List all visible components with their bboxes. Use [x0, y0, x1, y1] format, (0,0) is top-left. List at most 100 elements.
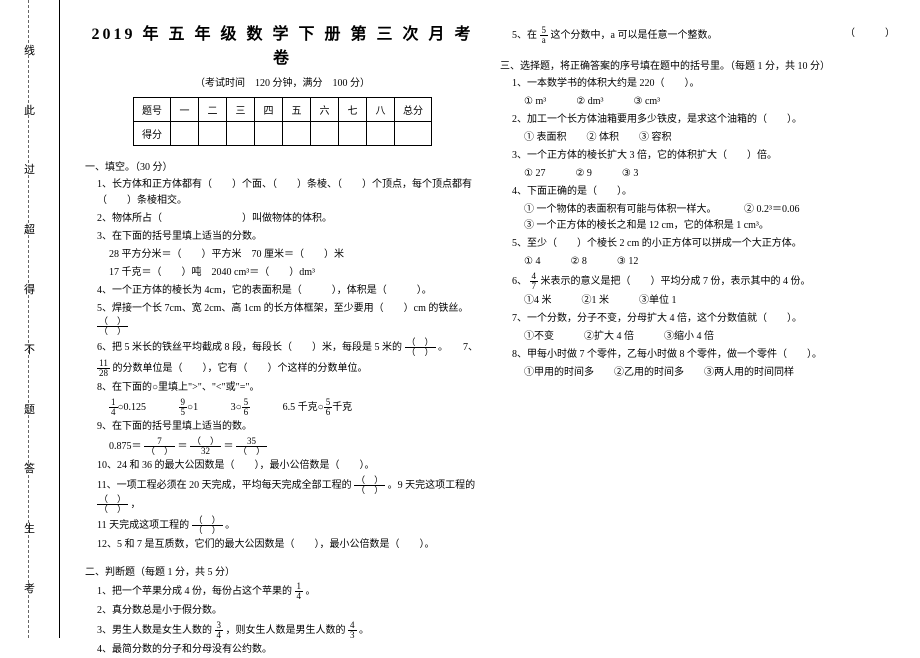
question-9a: 0.875＝ 7（ ） ＝ （ ）32 ＝ 35（ ） — [85, 437, 480, 456]
q9b: ＝ — [178, 441, 188, 452]
question-12: 12、5 和 7 是互质数，它们的最大公因数是（ ），最小公倍数是（ ）。 — [85, 537, 480, 553]
fraction: （ ）（ ） — [354, 476, 385, 495]
section-3-title: 三、选择题，将正确答案的序号填在题中的括号里。（每题 1 分，共 10 分） — [500, 57, 895, 72]
j1b: 。 — [306, 586, 316, 597]
score-header: 三 — [227, 98, 255, 122]
fraction-1-4: 14 — [295, 582, 304, 601]
question-6: 6、把 5 米长的铁丝平均截成 8 段，每段长（ ）米，每段是 5 米的 （ ）… — [85, 338, 480, 357]
question-7: 1128 的分数单位是（ ），它有（ ）个这样的分数单位。 — [85, 359, 480, 378]
c6-text: 6、 — [512, 276, 527, 287]
fraction: （ ）（ ） — [405, 338, 436, 357]
binding-char: 不 — [24, 341, 35, 357]
left-column: 2019 年 五 年 级 数 学 下 册 第 三 次 月 考 卷 （考试时间 1… — [75, 20, 490, 628]
score-header: 五 — [283, 98, 311, 122]
q6-text: 6、把 5 米长的铁丝平均截成 8 段，每段长（ ）米，每段是 5 米的 — [97, 342, 402, 353]
q11b: 。9 天完这项工程的 — [388, 480, 476, 491]
q9a: 0.875＝ — [109, 441, 142, 452]
question-11: 11、一项工程必须在 20 天完成，平均每天完成全部工程的 （ ）（ ） 。9 … — [85, 476, 480, 514]
q11-text: 11、一项工程必须在 20 天完成，平均每天完成全部工程的 — [97, 480, 352, 491]
binding-char: 得 — [24, 281, 35, 297]
question-4: 4、一个正方体的棱长为 4cm，它的表面积是（ ），体积是（ ）。 — [85, 283, 480, 299]
binding-char: 题 — [24, 401, 35, 417]
choice-8-opts: ①甲用的时间多 ②乙用的时间多 ③两人用的时间同样 — [500, 365, 895, 381]
binding-char: 超 — [24, 221, 35, 237]
q11c: ， — [131, 499, 141, 510]
fraction-5-a: 5a — [540, 26, 549, 45]
score-cell — [227, 122, 255, 146]
question-1: 1、长方体和正方体都有（ ）个面、（ ）条棱、（ ）个顶点，每个顶点都有（ ）条… — [85, 177, 480, 209]
score-cell — [339, 122, 367, 146]
fraction: 35（ ） — [236, 437, 267, 456]
q6-end: 。 7、 — [438, 342, 478, 353]
fraction-11-28: 1128 — [97, 359, 110, 378]
q9c: ＝ — [224, 441, 234, 452]
judge-5: 5、在 5a 这个分数中，a 可以是任意一个整数。 （ ） — [500, 26, 895, 45]
section-2-title: 二、判断题（每题 1 分，共 5 分） — [85, 563, 480, 578]
fraction: （ ）32 — [190, 437, 221, 456]
score-cell — [199, 122, 227, 146]
fraction: （ ）（ ） — [97, 495, 128, 514]
judge-4: 4、最简分数的分子和分母没有公约数。 — [85, 642, 480, 658]
binding-char: 此 — [24, 102, 35, 118]
q8a-4: 6.5 千克 — [283, 402, 318, 413]
q7-text: 的分数单位是（ ），它有（ ）个这样的分数单位。 — [113, 363, 368, 374]
score-header: 题号 — [134, 98, 171, 122]
question-2: 2、物体所占（ ）叫做物体的体积。 — [85, 211, 480, 227]
score-table: 题号 一 二 三 四 五 六 七 八 总分 得分 — [133, 97, 432, 146]
score-cell — [255, 122, 283, 146]
q11e: 。 — [225, 520, 235, 531]
score-cell — [283, 122, 311, 146]
binding-char: 线 — [24, 42, 35, 58]
q11d-text: 11 天完成这项工程的 — [97, 520, 189, 531]
question-3b: 17 千克＝（ ）吨 2040 cm³＝（ ）dm³ — [85, 265, 480, 281]
c4-opt2-text: ② 0.2³＝0.06 — [744, 204, 800, 215]
q8a-1: 0.125 — [124, 402, 147, 413]
choice-6-opts: ①4 米 ②1 米 ③单位 1 — [500, 293, 895, 309]
question-8a: 14○0.125 95○1 3○56 6.5 千克○56千克 — [85, 398, 480, 417]
paren-blank: （ ） — [845, 26, 895, 42]
question-10: 10、24 和 36 的最大公因数是（ ），最小公倍数是（ ）。 — [85, 458, 480, 474]
score-header: 一 — [171, 98, 199, 122]
right-column: 5、在 5a 这个分数中，a 可以是任意一个整数。 （ ） 三、选择题，将正确答… — [490, 20, 905, 628]
q5-text: 5、焊接一个长 7cm、宽 2cm、高 1cm 的长方体框架，至少要用（ ）cm… — [97, 303, 468, 314]
fraction: 56 — [324, 398, 333, 417]
c4-opt1-text: ① 一个物体的表面积有可能与体积一样大。 — [524, 204, 712, 215]
score-header: 二 — [199, 98, 227, 122]
choice-5-opts: ① 4 ② 8 ③ 12 — [500, 254, 895, 270]
binding-char: 生 — [24, 520, 35, 536]
q5-top: 5、在 — [512, 30, 537, 41]
score-cell — [367, 122, 395, 146]
question-3a: 28 平方分米＝（ ）平方米 70 厘米＝（ ）米 — [85, 247, 480, 263]
score-header: 七 — [339, 98, 367, 122]
q8a-2: 1 — [193, 402, 198, 413]
choice-6: 6、 47 米表示的意义是把（ ）平均分成 7 份，表示其中的 4 份。 — [500, 272, 895, 291]
question-9: 9、在下面的括号里填上适当的数。 — [85, 419, 480, 435]
binding-char: 考 — [24, 580, 35, 596]
j3c: 。 — [359, 625, 369, 636]
q5-mid: 这个分数中，a 可以是任意一个整数。 — [551, 30, 718, 41]
score-header-row: 题号 一 二 三 四 五 六 七 八 总分 — [134, 98, 432, 122]
binding-char: 过 — [24, 161, 35, 177]
fraction-4-3: 43 — [348, 621, 357, 640]
choice-2-opts: ① 表面积 ② 体积 ③ 容积 — [500, 130, 895, 146]
judge-2: 2、真分数总是小于假分数。 — [85, 603, 480, 619]
judge-1: 1、把一个苹果分成 4 份，每份占这个苹果的 14 。 — [85, 582, 480, 601]
binding-edge: 线 此 过 超 得 不 题 答 生 考 — [0, 0, 60, 638]
choice-7: 7、一个分数，分子不变，分母扩大 4 倍，这个分数值就（ ）。 — [500, 311, 895, 327]
judge-3: 3、男生人数是女生人数的 34 ，则女生人数是男生人数的 43 。 — [85, 621, 480, 640]
score-cell — [171, 122, 199, 146]
fraction-5-6: 56 — [242, 398, 251, 417]
choice-8: 8、甲每小时做 7 个零件，乙每小时做 8 个零件，做一个零件（ ）。 — [500, 347, 895, 363]
content-area: 2019 年 五 年 级 数 学 下 册 第 三 次 月 考 卷 （考试时间 1… — [60, 0, 920, 638]
question-11d: 11 天完成这项工程的 （ ）（ ） 。 — [85, 516, 480, 535]
binding-dashed-line — [28, 0, 29, 638]
fraction-4-7: 47 — [530, 272, 539, 291]
score-header: 八 — [367, 98, 395, 122]
j1-text: 1、把一个苹果分成 4 份，每份占这个苹果的 — [97, 586, 292, 597]
fraction: （ ）（ ） — [192, 516, 223, 535]
fraction-3-4: 34 — [215, 621, 224, 640]
exam-title: 2019 年 五 年 级 数 学 下 册 第 三 次 月 考 卷 — [85, 20, 480, 68]
exam-subtitle: （考试时间 120 分钟，满分 100 分） — [85, 74, 480, 89]
choice-1-opts: ① m³ ② dm³ ③ cm³ — [500, 94, 895, 110]
choice-7-opts: ①不变 ②扩大 4 倍 ③缩小 4 倍 — [500, 329, 895, 345]
